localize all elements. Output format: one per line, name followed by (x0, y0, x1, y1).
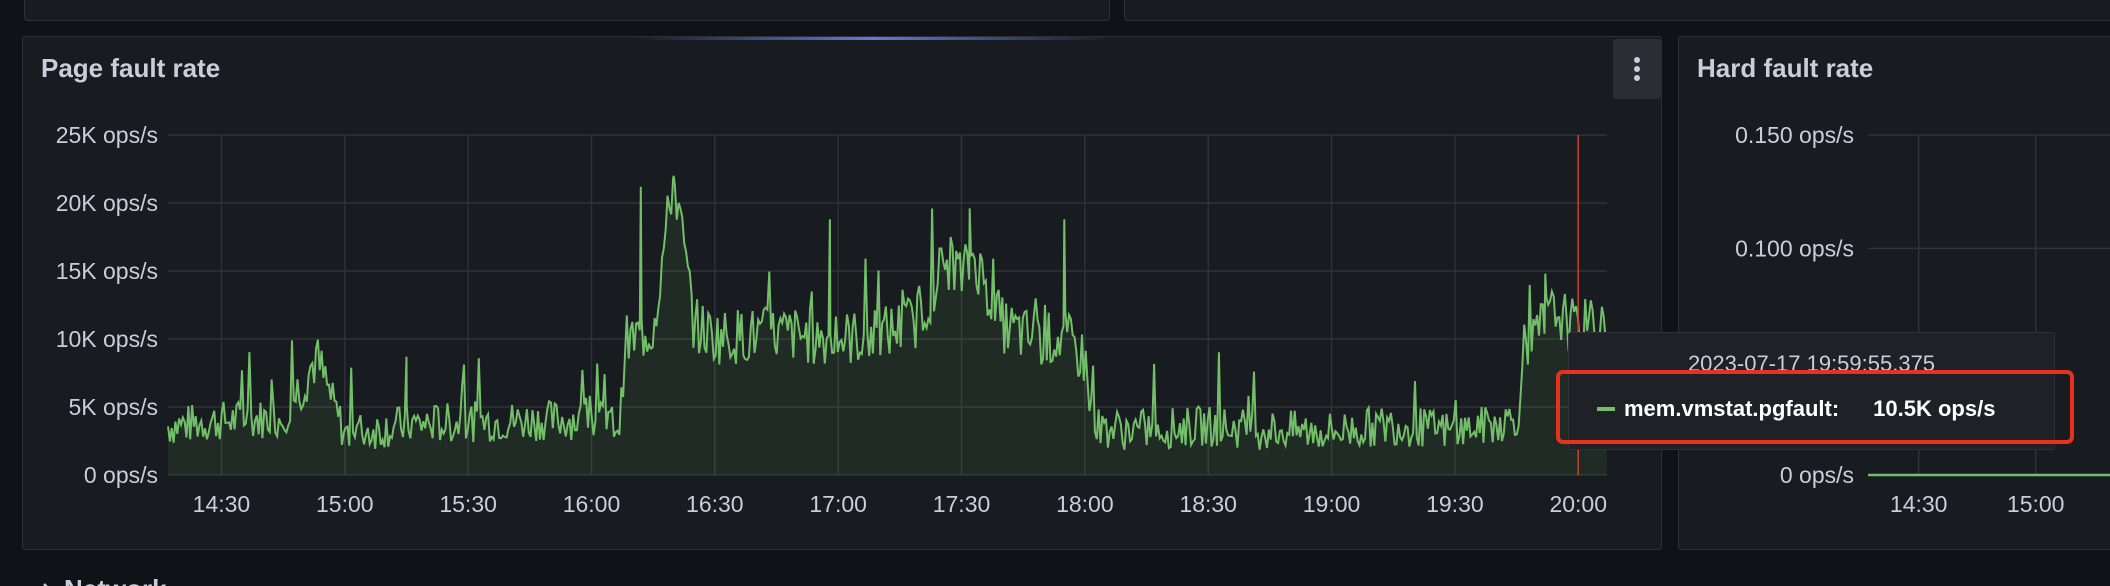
y-tick-label: 0 ops/s (1780, 462, 1854, 488)
x-tick-label: 15:00 (316, 491, 374, 517)
y-tick-label: 15K ops/s (56, 258, 158, 284)
kebab-menu-icon[interactable] (1613, 39, 1661, 99)
panel-title: Hard fault rate (1697, 53, 1874, 83)
tooltip-series-name: mem.vmstat.pgfault: (1624, 396, 1840, 421)
series-color-swatch (1597, 407, 1615, 411)
x-tick-label: 18:30 (1179, 491, 1237, 517)
x-tick-label: 16:00 (563, 491, 621, 517)
series-line-pgfault (167, 175, 1607, 450)
x-tick-label: 18:00 (1056, 491, 1114, 517)
x-tick-label: 15:00 (2007, 491, 2065, 517)
x-tick-label: 16:30 (686, 491, 744, 517)
hard-fault-rate-panel[interactable]: Hard fault rate (1678, 36, 2110, 550)
tooltip-value: 10.5K ops/s (1873, 396, 1996, 421)
x-tick-label: 19:30 (1426, 491, 1484, 517)
page-fault-chart[interactable]: 0 ops/s 5K ops/s 10K ops/s 15K ops/s 20K ops… (0, 0, 1660, 586)
chart-tooltip: 2023-07-17 19:59:55.375 mem.vmstat.pgfau… (1568, 332, 2055, 450)
network-row-header[interactable]: Network (40, 574, 167, 586)
y-tick-label: 0.150 ops/s (1735, 122, 1854, 148)
panel-above-right (1124, 0, 2110, 21)
panel-title: Page fault rate (41, 53, 221, 83)
row-title: Network (64, 574, 167, 586)
y-tick-label: 20K ops/s (56, 190, 158, 216)
highlight-annotation (1556, 370, 2074, 444)
x-tick-label: 20:00 (1549, 491, 1607, 517)
y-tick-label: 0.100 ops/s (1735, 235, 1854, 261)
series-area-fill (168, 175, 1607, 476)
x-tick-label: 15:30 (439, 491, 497, 517)
x-tick-label: 14:30 (193, 491, 251, 517)
x-tick-label: 19:00 (1303, 491, 1361, 517)
x-tick-label: 17:30 (933, 491, 991, 517)
x-tick-label: 17:00 (809, 491, 867, 517)
y-tick-label: 5K ops/s (69, 394, 159, 420)
y-tick-label: 25K ops/s (56, 122, 158, 148)
panel-above-left (24, 0, 1110, 21)
chevron-right-icon (43, 582, 49, 586)
hard-fault-chart[interactable]: 0 ops/s 0.100 ops/s 0.150 ops/s 14:30 15:00 (1678, 0, 2110, 586)
loading-indicator (633, 37, 1113, 40)
y-tick-label: 0 ops/s (84, 462, 158, 488)
tooltip-series-row: mem.vmstat.pgfault: 10.5K ops/s (1597, 396, 1995, 422)
y-tick-label: 10K ops/s (56, 326, 158, 352)
page-fault-rate-panel[interactable]: Page fault rate (22, 36, 1662, 550)
x-tick-label: 14:30 (1890, 491, 1948, 517)
